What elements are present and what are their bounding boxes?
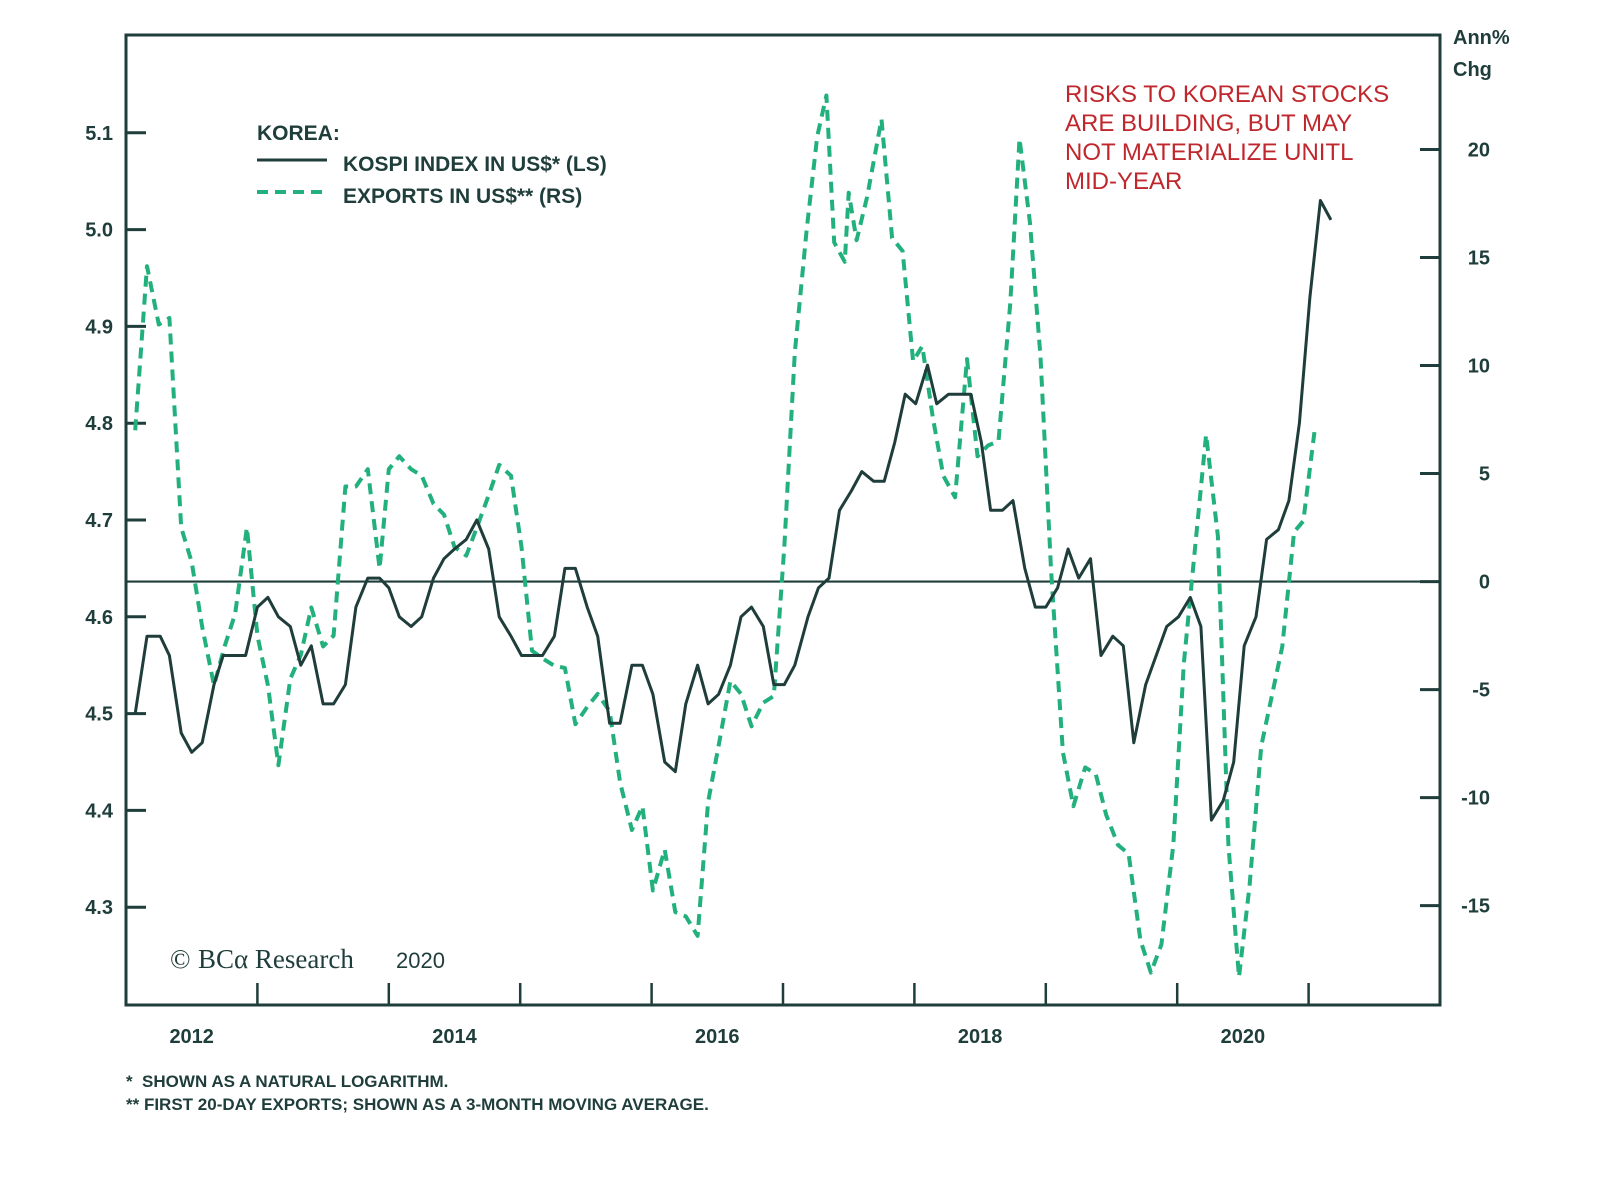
left-axis-tick-label: 4.9 — [85, 316, 113, 338]
x-axis-tick-label: 2016 — [695, 1026, 740, 1048]
left-axis-tick-label: 5.0 — [85, 220, 113, 242]
right-axis-tick-label: 0 — [1479, 572, 1490, 594]
left-axis-tick-label: 4.5 — [85, 704, 113, 726]
kospi-series-line — [133, 199, 1333, 822]
left-axis: 5.1 5.0 4.9 4.8 4.7 4.6 4.5 4.4 4.3 — [85, 123, 146, 919]
right-axis-tick-label: 20 — [1468, 139, 1490, 161]
right-axis-tick-label: 5 — [1479, 464, 1490, 486]
plot-frame — [124, 33, 1442, 1007]
left-axis-tick-label: 4.3 — [85, 897, 113, 919]
annotation-line-4: MID-YEAR — [1065, 168, 1182, 195]
right-axis: 20 15 10 5 0 -5 -10 -15 — [1420, 139, 1490, 918]
left-axis-tick-label: 5.1 — [85, 123, 113, 145]
annotation-line-3: NOT MATERIALIZE UNITL — [1065, 139, 1353, 166]
copyright-brand: BCα Research — [198, 944, 354, 974]
right-axis-title-line1: Ann% — [1453, 27, 1510, 49]
exports-series-line — [133, 93, 1318, 979]
right-axis-title-line2: Chg — [1453, 59, 1492, 81]
left-axis-tick-label: 4.8 — [85, 413, 113, 435]
left-axis-tick-label: 4.4 — [85, 800, 114, 822]
left-axis-tick-label: 4.6 — [85, 607, 113, 629]
left-axis-tick-label: 4.7 — [85, 510, 113, 532]
annotation-line-1: RISKS TO KOREAN STOCKS — [1065, 81, 1389, 108]
copyright-symbol: © — [170, 944, 191, 974]
x-axis-tick-label: 2012 — [169, 1026, 214, 1048]
x-axis-tick-label: 2020 — [1221, 1026, 1266, 1048]
legend-kospi-label: KOSPI INDEX IN US$* (LS) — [343, 153, 607, 176]
legend: KOREA: KOSPI INDEX IN US$* (LS) EXPORTS … — [257, 122, 607, 208]
legend-title: KOREA: — [257, 122, 340, 145]
copyright: © BCα Research 2020 — [170, 944, 445, 974]
series-layer — [133, 93, 1333, 979]
right-axis-tick-label: -10 — [1461, 788, 1490, 810]
right-axis-tick-label: 10 — [1468, 356, 1490, 378]
legend-exports-label: EXPORTS IN US$** (RS) — [343, 185, 582, 208]
x-axis-tick-label: 2018 — [958, 1026, 1003, 1048]
right-axis-tick-label: -15 — [1461, 896, 1490, 918]
annotation-line-2: ARE BUILDING, BUT MAY — [1065, 110, 1352, 137]
copyright-year: 2020 — [396, 948, 445, 973]
x-axis-tick-label: 2014 — [432, 1026, 477, 1048]
footnote-2: ** FIRST 20-DAY EXPORTS; SHOWN AS A 3-MO… — [126, 1095, 709, 1114]
right-axis-tick-label: -5 — [1472, 680, 1490, 702]
x-axis: 2012 2014 2016 2018 2020 — [169, 983, 1310, 1048]
footnote-1: * SHOWN AS A NATURAL LOGARITHM. — [126, 1072, 448, 1091]
right-axis-tick-label: 15 — [1468, 248, 1490, 270]
annotation: RISKS TO KOREAN STOCKS ARE BUILDING, BUT… — [1065, 81, 1389, 195]
